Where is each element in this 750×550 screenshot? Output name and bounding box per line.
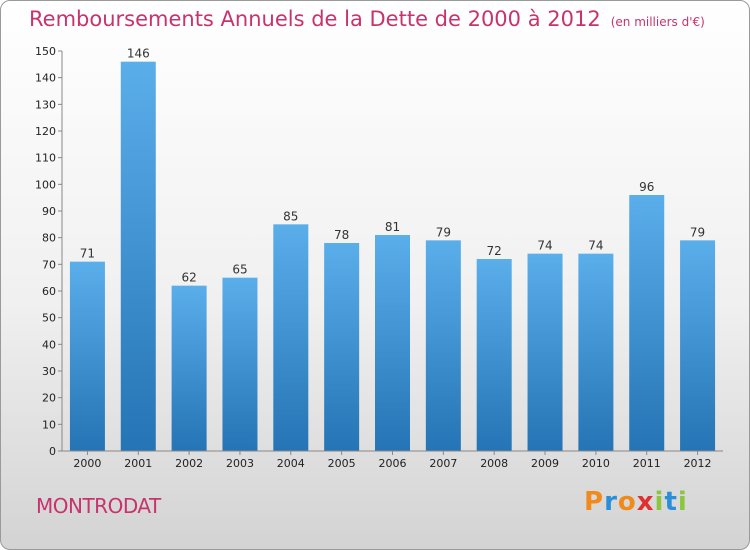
bar xyxy=(476,259,512,451)
y-tick-label: 30 xyxy=(42,365,56,378)
data-label: 65 xyxy=(232,263,247,277)
x-tick-label: 2010 xyxy=(582,457,610,470)
data-label: 72 xyxy=(487,244,502,258)
x-tick-label: 2000 xyxy=(73,457,101,470)
y-tick-label: 40 xyxy=(42,338,56,351)
y-tick-label: 140 xyxy=(35,72,56,85)
bar xyxy=(375,235,410,451)
x-tick-label: 2009 xyxy=(531,457,559,470)
x-tick-label: 2006 xyxy=(379,457,407,470)
bar xyxy=(171,285,207,451)
data-label: 62 xyxy=(181,271,196,285)
chart-title: Remboursements Annuels de la Dette de 20… xyxy=(29,7,705,31)
y-tick-label: 50 xyxy=(42,312,56,325)
bars: 71 146 62 65 85 78 81 79 72 74 74 96 79 xyxy=(69,47,716,452)
bar xyxy=(425,240,461,451)
data-label: 146 xyxy=(127,47,150,61)
bar xyxy=(527,253,563,451)
x-tick-label: 2012 xyxy=(684,457,712,470)
bar xyxy=(680,240,716,451)
y-tick-label: 70 xyxy=(42,258,56,271)
data-label: 81 xyxy=(385,220,400,234)
y-tick-label: 60 xyxy=(42,285,56,298)
logo-letter: o xyxy=(617,487,637,517)
x-tick-label: 2008 xyxy=(480,457,508,470)
data-label: 96 xyxy=(639,180,654,194)
y-tick-label: 150 xyxy=(35,45,56,58)
x-tick-label: 2004 xyxy=(277,457,305,470)
y-tick-label: 90 xyxy=(42,205,56,218)
bar xyxy=(578,253,614,451)
bar xyxy=(629,195,665,451)
x-tick-label: 2002 xyxy=(175,457,203,470)
proxiti-logo[interactable]: Proxiti xyxy=(584,487,688,517)
data-label: 85 xyxy=(283,209,298,223)
bar xyxy=(324,243,360,451)
city-name: MONTRODAT xyxy=(36,494,161,518)
x-tick-label: 2011 xyxy=(633,457,661,470)
y-tick-label: 130 xyxy=(35,98,56,111)
x-axis: 2000 2001 2002 2003 2004 2005 2006 2007 2008 2009… xyxy=(62,450,723,470)
y-tick-label: 120 xyxy=(35,125,56,138)
logo-letter: i xyxy=(654,487,665,517)
y-tick-label: 20 xyxy=(42,392,56,405)
x-tick-label: 2003 xyxy=(226,457,254,470)
title-unit: (en milliers d'€) xyxy=(610,15,705,29)
data-label: 79 xyxy=(436,225,451,239)
bar xyxy=(69,261,105,451)
x-tick-label: 2007 xyxy=(429,457,457,470)
logo-letter: P xyxy=(584,487,605,517)
x-tick-label: 2001 xyxy=(124,457,152,470)
logo-letter: i xyxy=(677,487,688,517)
data-label: 74 xyxy=(588,239,603,253)
title-text: Remboursements Annuels de la Dette de 20… xyxy=(29,7,601,31)
y-axis: 0 10 20 30 40 50 60 70 80 90 100 110 120 130 140 150 xyxy=(35,45,63,458)
data-label: 79 xyxy=(690,225,705,239)
logo-letter: r xyxy=(604,487,618,517)
logo-letter: x xyxy=(636,487,655,517)
y-tick-label: 0 xyxy=(49,445,56,458)
data-label: 78 xyxy=(334,228,349,242)
data-label: 74 xyxy=(537,239,552,253)
data-label: 71 xyxy=(80,247,95,261)
x-tick-label: 2005 xyxy=(328,457,356,470)
y-tick-label: 80 xyxy=(42,232,56,245)
bar xyxy=(222,277,258,451)
y-tick-label: 10 xyxy=(42,418,56,431)
bar xyxy=(120,61,156,452)
y-tick-label: 110 xyxy=(35,152,56,165)
logo-letter: t xyxy=(664,487,678,517)
y-tick-label: 100 xyxy=(35,178,56,191)
bar xyxy=(273,224,309,451)
